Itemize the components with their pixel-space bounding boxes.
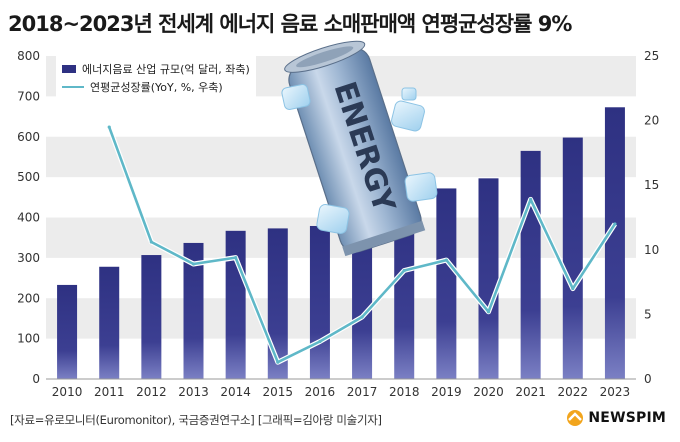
left-tick-label: 600 (17, 130, 40, 144)
x-axis: 2010 2011 2012 2013 2014 2015 2016 2017 2018 2019… (46, 378, 636, 399)
bar (562, 137, 583, 379)
right-axis: 0 5 10 15 20 25 (644, 49, 659, 386)
x-tick-label: 2020 (473, 385, 504, 399)
left-tick-label: 400 (17, 211, 40, 225)
logo-mark-icon (567, 410, 584, 426)
chart-title: 2018~2023년 전세계 에너지 음료 소매판매액 연평균성장률 9% (8, 12, 572, 36)
line-point (276, 360, 280, 364)
energy-can-illustration: ENERGY (281, 40, 438, 257)
x-tick-label: 2015 (263, 385, 294, 399)
bar (520, 150, 541, 379)
source-note: [자료=유로모니터(Euromonitor), 국금증권연구소] [그래픽=김아… (10, 413, 382, 427)
logo-text: NEWSPIM (588, 410, 666, 426)
bar (309, 225, 330, 379)
chart-legend: 에너지음료 산업 규모(억 달러, 좌축) 연평균성장률(YoY, %, 우축) (56, 56, 256, 100)
line-point (107, 125, 111, 129)
x-tick-label: 2019 (431, 385, 462, 399)
line-point (529, 197, 533, 202)
right-tick-label: 10 (644, 243, 659, 257)
x-tick-label: 2018 (389, 385, 420, 399)
left-tick-label: 300 (17, 251, 40, 265)
bar (225, 230, 246, 379)
bar (478, 178, 499, 379)
legend-item-bars: 에너지음료 산업 규모(억 달러, 좌축) (62, 60, 250, 78)
x-tick-label: 2011 (94, 385, 125, 399)
right-tick-label: 15 (644, 178, 659, 192)
newspim-logo: NEWSPIM (566, 409, 666, 427)
x-tick-label: 2023 (600, 385, 631, 399)
bar (604, 107, 625, 380)
left-tick-label: 500 (17, 170, 40, 184)
line-point (191, 262, 196, 266)
line-point (318, 339, 322, 344)
left-tick-label: 0 (32, 372, 40, 386)
left-axis: 0 100 200 300 400 500 600 700 800 (17, 49, 40, 386)
bar-series (57, 107, 625, 380)
x-tick-label: 2013 (178, 385, 209, 399)
x-tick-label: 2010 (52, 385, 83, 399)
line-series (106, 125, 617, 365)
x-tick-label: 2022 (558, 385, 589, 399)
ice-cube-icon (281, 83, 438, 234)
legend-item-line: 연평균성장률(YoY, %, 우축) (62, 78, 250, 96)
x-tick-label: 2017 (347, 385, 378, 399)
line-point (486, 310, 491, 314)
line-point (444, 258, 448, 262)
x-tick-label: 2016 (305, 385, 336, 399)
line-point (234, 255, 238, 260)
x-tick-label: 2021 (515, 385, 546, 399)
left-tick-label: 800 (17, 49, 40, 63)
bar (267, 228, 288, 379)
left-tick-label: 200 (17, 291, 40, 305)
legend-label-line: 연평균성장률(YoY, %, 우축) (90, 81, 223, 94)
bar (99, 266, 120, 379)
right-tick-label: 20 (644, 114, 659, 128)
bar (183, 242, 204, 379)
line-point (613, 222, 617, 226)
line-point (149, 240, 153, 244)
bar (57, 284, 78, 379)
line-point (571, 286, 575, 291)
grid-band (46, 298, 636, 339)
right-tick-label: 0 (644, 372, 652, 386)
legend-label-bars: 에너지음료 산업 규모(억 달러, 좌축) (82, 63, 250, 76)
bar (352, 219, 373, 379)
bar (141, 255, 162, 379)
bar (394, 205, 415, 379)
legend-bar-swatch (62, 65, 76, 73)
left-tick-label: 100 (17, 332, 40, 346)
legend-line-swatch (62, 86, 84, 88)
x-tick-label: 2012 (136, 385, 167, 399)
bar (436, 188, 457, 379)
line-point (402, 268, 406, 273)
line-point (360, 315, 364, 319)
right-tick-label: 5 (644, 307, 652, 321)
left-tick-label: 700 (17, 89, 40, 103)
right-tick-label: 25 (644, 49, 659, 63)
x-tick-label: 2014 (220, 385, 251, 399)
